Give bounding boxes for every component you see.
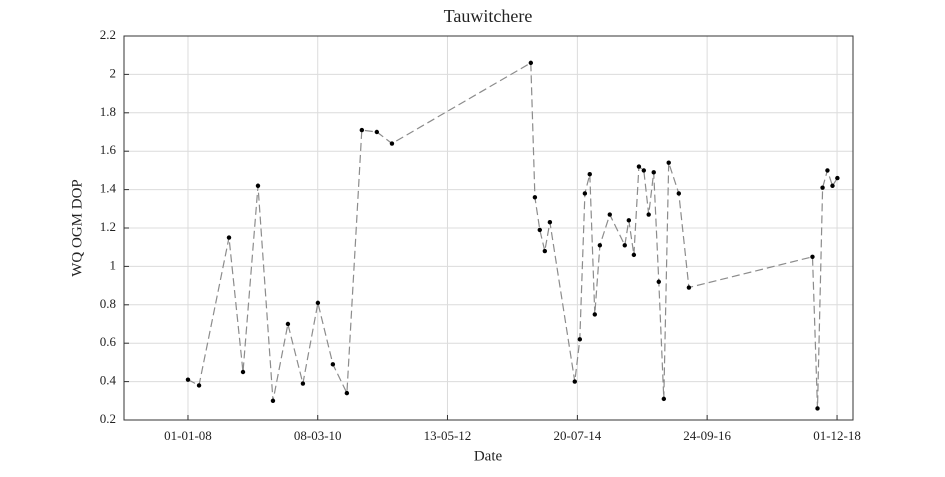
data-point: [344, 390, 350, 396]
data-point: [185, 377, 191, 382]
data-point: [661, 396, 667, 402]
data-point: [631, 252, 637, 258]
data-point: [572, 379, 577, 384]
data-point: [686, 285, 692, 290]
data-point: [300, 381, 306, 386]
data-point: [592, 312, 598, 317]
data-point: [240, 369, 246, 375]
data-point: [641, 168, 647, 173]
y-tick-label: 1.6: [100, 142, 117, 157]
data-point: [537, 227, 542, 233]
y-tick-label: 0.8: [100, 296, 116, 311]
x-axis-label: Date: [474, 448, 503, 464]
y-axis-label: WQ OGM DOP: [69, 179, 85, 277]
y-tick-label: 2: [110, 65, 117, 80]
data-point: [285, 321, 291, 327]
data-point: [825, 168, 830, 173]
data-point: [255, 183, 261, 188]
data-point: [582, 191, 588, 196]
data-point: [389, 141, 395, 146]
data-point: [330, 362, 336, 367]
data-point: [626, 218, 632, 223]
data-point: [315, 300, 321, 306]
data-point: [820, 185, 825, 190]
data-point: [830, 183, 835, 188]
data-point: [597, 243, 603, 248]
data-point: [651, 170, 656, 175]
data-point: [815, 406, 820, 411]
y-tick-label: 0.6: [100, 334, 117, 349]
y-tick-label: 2.2: [100, 27, 116, 42]
data-point: [359, 127, 365, 133]
y-tick-label: 1: [110, 257, 117, 272]
x-tick-label: 24-09-16: [683, 428, 731, 443]
data-point: [676, 191, 682, 196]
data-point: [374, 129, 380, 135]
data-point: [835, 175, 840, 181]
x-tick-label: 20-07-14: [554, 428, 602, 443]
x-tick-label: 01-01-08: [164, 428, 212, 443]
y-tick-label: 0.2: [100, 411, 116, 426]
data-point: [542, 248, 548, 254]
data-point: [607, 212, 612, 217]
x-tick-label: 08-03-10: [294, 428, 342, 443]
y-tick-label: 1.2: [100, 219, 116, 234]
data-point: [666, 160, 671, 165]
data-point: [636, 164, 642, 169]
data-point: [532, 195, 538, 200]
data-point: [226, 235, 232, 240]
data-point: [587, 172, 592, 177]
data-point: [270, 398, 276, 403]
y-tick-label: 1.8: [100, 104, 116, 119]
x-tick-label: 01-12-18: [813, 428, 861, 443]
data-point: [196, 383, 202, 388]
data-point: [528, 60, 534, 66]
data-point: [656, 279, 661, 284]
y-tick-label: 0.4: [100, 373, 117, 388]
plot-frame: [123, 35, 854, 421]
x-tick-label: 13-05-12: [424, 428, 472, 443]
data-point: [547, 220, 553, 225]
y-tick-label: 1.4: [100, 181, 117, 196]
data-point: [810, 254, 815, 259]
chart-title: Tauwitchere: [444, 6, 533, 26]
data-point: [646, 212, 651, 217]
data-point: [577, 337, 583, 342]
data-point: [622, 243, 627, 248]
data-line: [187, 61, 838, 409]
